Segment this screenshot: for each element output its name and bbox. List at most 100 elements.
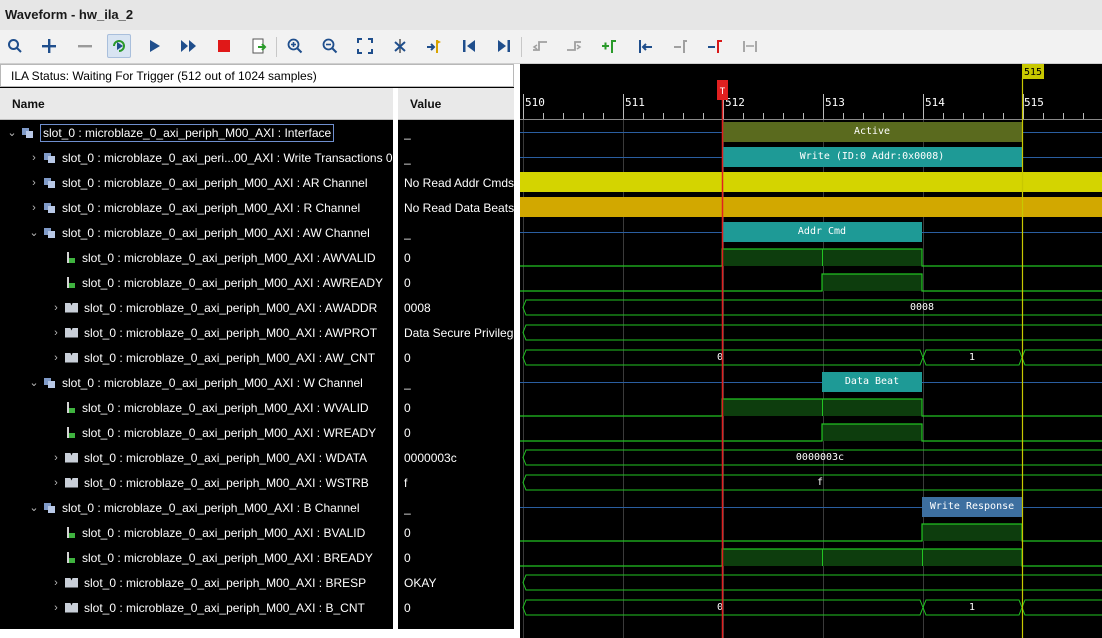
vector-waveform[interactable]: [522, 449, 1102, 466]
signal-name-cell[interactable]: › slot_0 : microblaze_0_axi_periph_M00_AX…: [50, 470, 369, 495]
vector-waveform[interactable]: [1021, 349, 1102, 366]
swap-cursors-icon[interactable]: [738, 34, 762, 58]
w-data-beat-segment[interactable]: [822, 372, 922, 392]
stop-icon[interactable]: [212, 34, 236, 58]
b-write-response-segment[interactable]: [922, 497, 1022, 517]
ar-channel-idle-bar[interactable]: [520, 172, 1102, 192]
chevron-right-icon[interactable]: ›: [54, 351, 58, 364]
auto-rearm-icon[interactable]: [177, 34, 201, 58]
vector-waveform[interactable]: [522, 474, 1102, 491]
value-horizontal-scrollbar[interactable]: [398, 629, 514, 638]
vector-waveform[interactable]: [922, 349, 1023, 366]
zoom-in-plus-icon[interactable]: [37, 34, 61, 58]
signal-name-cell[interactable]: slot_0 : microblaze_0_axi_periph_M00_AXI…: [50, 245, 375, 270]
signal-name-cell[interactable]: › slot_0 : microblaze_0_axi_periph_M00_AX…: [50, 570, 366, 595]
vector-waveform[interactable]: [922, 599, 1023, 616]
signal-name-cell[interactable]: slot_0 : microblaze_0_axi_periph_M00_AXI…: [50, 520, 365, 545]
signal-name-cell[interactable]: › slot_0 : microblaze_0_axi_periph_M00_AX…: [50, 595, 365, 620]
digital-waveform[interactable]: [520, 548, 1102, 567]
chevron-right-icon[interactable]: ›: [54, 476, 58, 489]
vector-waveform[interactable]: [522, 349, 924, 366]
trigger-marker-flag[interactable]: [717, 80, 728, 100]
cursor-flag[interactable]: [1022, 64, 1044, 79]
signal-row[interactable]: slot_0 : microblaze_0_axi_periph_M00_AXI…: [0, 245, 516, 270]
name-horizontal-scrollbar[interactable]: [0, 629, 393, 638]
vector-waveform[interactable]: [1021, 599, 1102, 616]
r-channel-idle-bar[interactable]: [520, 197, 1102, 217]
cursor-delete-icon[interactable]: [388, 34, 412, 58]
zoom-out-icon[interactable]: [318, 34, 342, 58]
next-marker-icon[interactable]: [668, 34, 692, 58]
name-value-splitter[interactable]: [393, 88, 398, 638]
go-to-start-icon[interactable]: [457, 34, 481, 58]
signal-row[interactable]: slot_0 : microblaze_0_axi_periph_M00_AXI…: [0, 395, 516, 420]
chevron-down-icon[interactable]: ⌄: [29, 502, 39, 514]
signal-row[interactable]: › slot_0 : microblaze_0_axi_peri...00_AXI…: [0, 145, 516, 170]
chevron-right-icon[interactable]: ›: [54, 451, 58, 464]
signal-name-cell[interactable]: ⌄ slot_0 : microblaze_0_axi_periph_M00_AX…: [28, 220, 369, 245]
signal-name-cell[interactable]: › slot_0 : microblaze_0_axi_periph_M00_AX…: [50, 345, 375, 370]
signal-row[interactable]: ⌄ slot_0 : microblaze_0_axi_periph_M00_AX…: [0, 220, 516, 245]
run-trigger-immediate-icon[interactable]: [107, 34, 131, 58]
chevron-right-icon[interactable]: ›: [54, 326, 58, 339]
previous-marker-icon[interactable]: [633, 34, 657, 58]
chevron-right-icon[interactable]: ›: [32, 201, 36, 214]
chevron-right-icon[interactable]: ›: [32, 151, 36, 164]
signal-name-cell[interactable]: ⌄ slot_0 : microblaze_0_axi_periph_M00_AX…: [28, 495, 359, 520]
run-trigger-icon[interactable]: [142, 34, 166, 58]
export-icon[interactable]: [247, 34, 271, 58]
signal-row[interactable]: ⌄ slot_0 : microblaze_0_axi_periph_M00_AX…: [0, 120, 516, 145]
interface-active-segment[interactable]: [722, 122, 1022, 142]
go-to-end-icon[interactable]: [492, 34, 516, 58]
aw-addr-cmd-segment[interactable]: [722, 222, 922, 242]
signal-name-cell[interactable]: › slot_0 : microblaze_0_axi_periph_M00_AX…: [28, 170, 367, 195]
zoom-in-icon[interactable]: [283, 34, 307, 58]
signal-name-cell[interactable]: slot_0 : microblaze_0_axi_periph_M00_AXI…: [50, 395, 369, 420]
signal-name-cell[interactable]: ⌄ slot_0 : microblaze_0_axi_periph_M00_AX…: [28, 370, 362, 395]
chevron-right-icon[interactable]: ›: [54, 601, 58, 614]
signal-name-cell[interactable]: slot_0 : microblaze_0_axi_periph_M00_AXI…: [50, 545, 373, 570]
signal-row[interactable]: ⌄ slot_0 : microblaze_0_axi_periph_M00_AX…: [0, 495, 516, 520]
zoom-out-minus-icon[interactable]: [73, 34, 97, 58]
signal-row[interactable]: › slot_0 : microblaze_0_axi_periph_M00_AX…: [0, 470, 516, 495]
signal-row[interactable]: › slot_0 : microblaze_0_axi_periph_M00_AX…: [0, 445, 516, 470]
digital-waveform[interactable]: [520, 273, 1102, 292]
chevron-right-icon[interactable]: ›: [54, 576, 58, 589]
previous-transition-icon[interactable]: [528, 34, 552, 58]
signal-name-cell[interactable]: › slot_0 : microblaze_0_axi_peri...00_AXI…: [28, 145, 392, 170]
search-icon[interactable]: [3, 34, 27, 58]
add-marker-icon[interactable]: [422, 34, 446, 58]
signal-row[interactable]: › slot_0 : microblaze_0_axi_periph_M00_AX…: [0, 570, 516, 595]
vector-waveform[interactable]: [522, 324, 1102, 341]
write-transaction-segment[interactable]: [722, 147, 1022, 167]
vector-waveform[interactable]: [522, 574, 1102, 591]
signal-name-cell[interactable]: slot_0 : microblaze_0_axi_periph_M00_AXI…: [50, 270, 383, 295]
time-ruler[interactable]: [520, 88, 1102, 120]
signal-name-cell[interactable]: slot_0 : microblaze_0_axi_periph_M00_AXI…: [50, 420, 376, 445]
chevron-down-icon[interactable]: ⌄: [29, 227, 39, 239]
signal-row[interactable]: slot_0 : microblaze_0_axi_periph_M00_AXI…: [0, 420, 516, 445]
zoom-fit-icon[interactable]: [353, 34, 377, 58]
vector-waveform[interactable]: [522, 299, 1102, 316]
next-transition-icon[interactable]: [562, 34, 586, 58]
signal-row[interactable]: slot_0 : microblaze_0_axi_periph_M00_AXI…: [0, 270, 516, 295]
signal-row[interactable]: ⌄ slot_0 : microblaze_0_axi_periph_M00_AX…: [0, 370, 516, 395]
signal-name-cell[interactable]: › slot_0 : microblaze_0_axi_periph_M00_AX…: [28, 195, 360, 220]
signal-row[interactable]: › slot_0 : microblaze_0_axi_periph_M00_AX…: [0, 295, 516, 320]
digital-waveform[interactable]: [520, 523, 1102, 542]
panel-splitter[interactable]: [514, 64, 520, 638]
signal-row[interactable]: › slot_0 : microblaze_0_axi_periph_M00_AX…: [0, 595, 516, 620]
add-marker-plus-icon[interactable]: [597, 34, 621, 58]
signal-name-cell[interactable]: › slot_0 : microblaze_0_axi_periph_M00_AX…: [50, 295, 377, 320]
chevron-right-icon[interactable]: ›: [32, 176, 36, 189]
signal-row[interactable]: › slot_0 : microblaze_0_axi_periph_M00_AX…: [0, 345, 516, 370]
signal-row[interactable]: › slot_0 : microblaze_0_axi_periph_M00_AX…: [0, 170, 516, 195]
trigger-marker-icon[interactable]: [703, 34, 727, 58]
signal-row[interactable]: › slot_0 : microblaze_0_axi_periph_M00_AX…: [0, 195, 516, 220]
signal-name-cell[interactable]: ⌄ slot_0 : microblaze_0_axi_periph_M00_AX…: [6, 120, 335, 145]
vector-waveform[interactable]: [522, 599, 924, 616]
chevron-down-icon[interactable]: ⌄: [7, 127, 17, 139]
signal-row[interactable]: slot_0 : microblaze_0_axi_periph_M00_AXI…: [0, 520, 516, 545]
waveform-canvas[interactable]: 510 511 512 513 514 515 Active Write (ID:0 Addr…: [520, 64, 1102, 638]
signal-row[interactable]: slot_0 : microblaze_0_axi_periph_M00_AXI…: [0, 545, 516, 570]
